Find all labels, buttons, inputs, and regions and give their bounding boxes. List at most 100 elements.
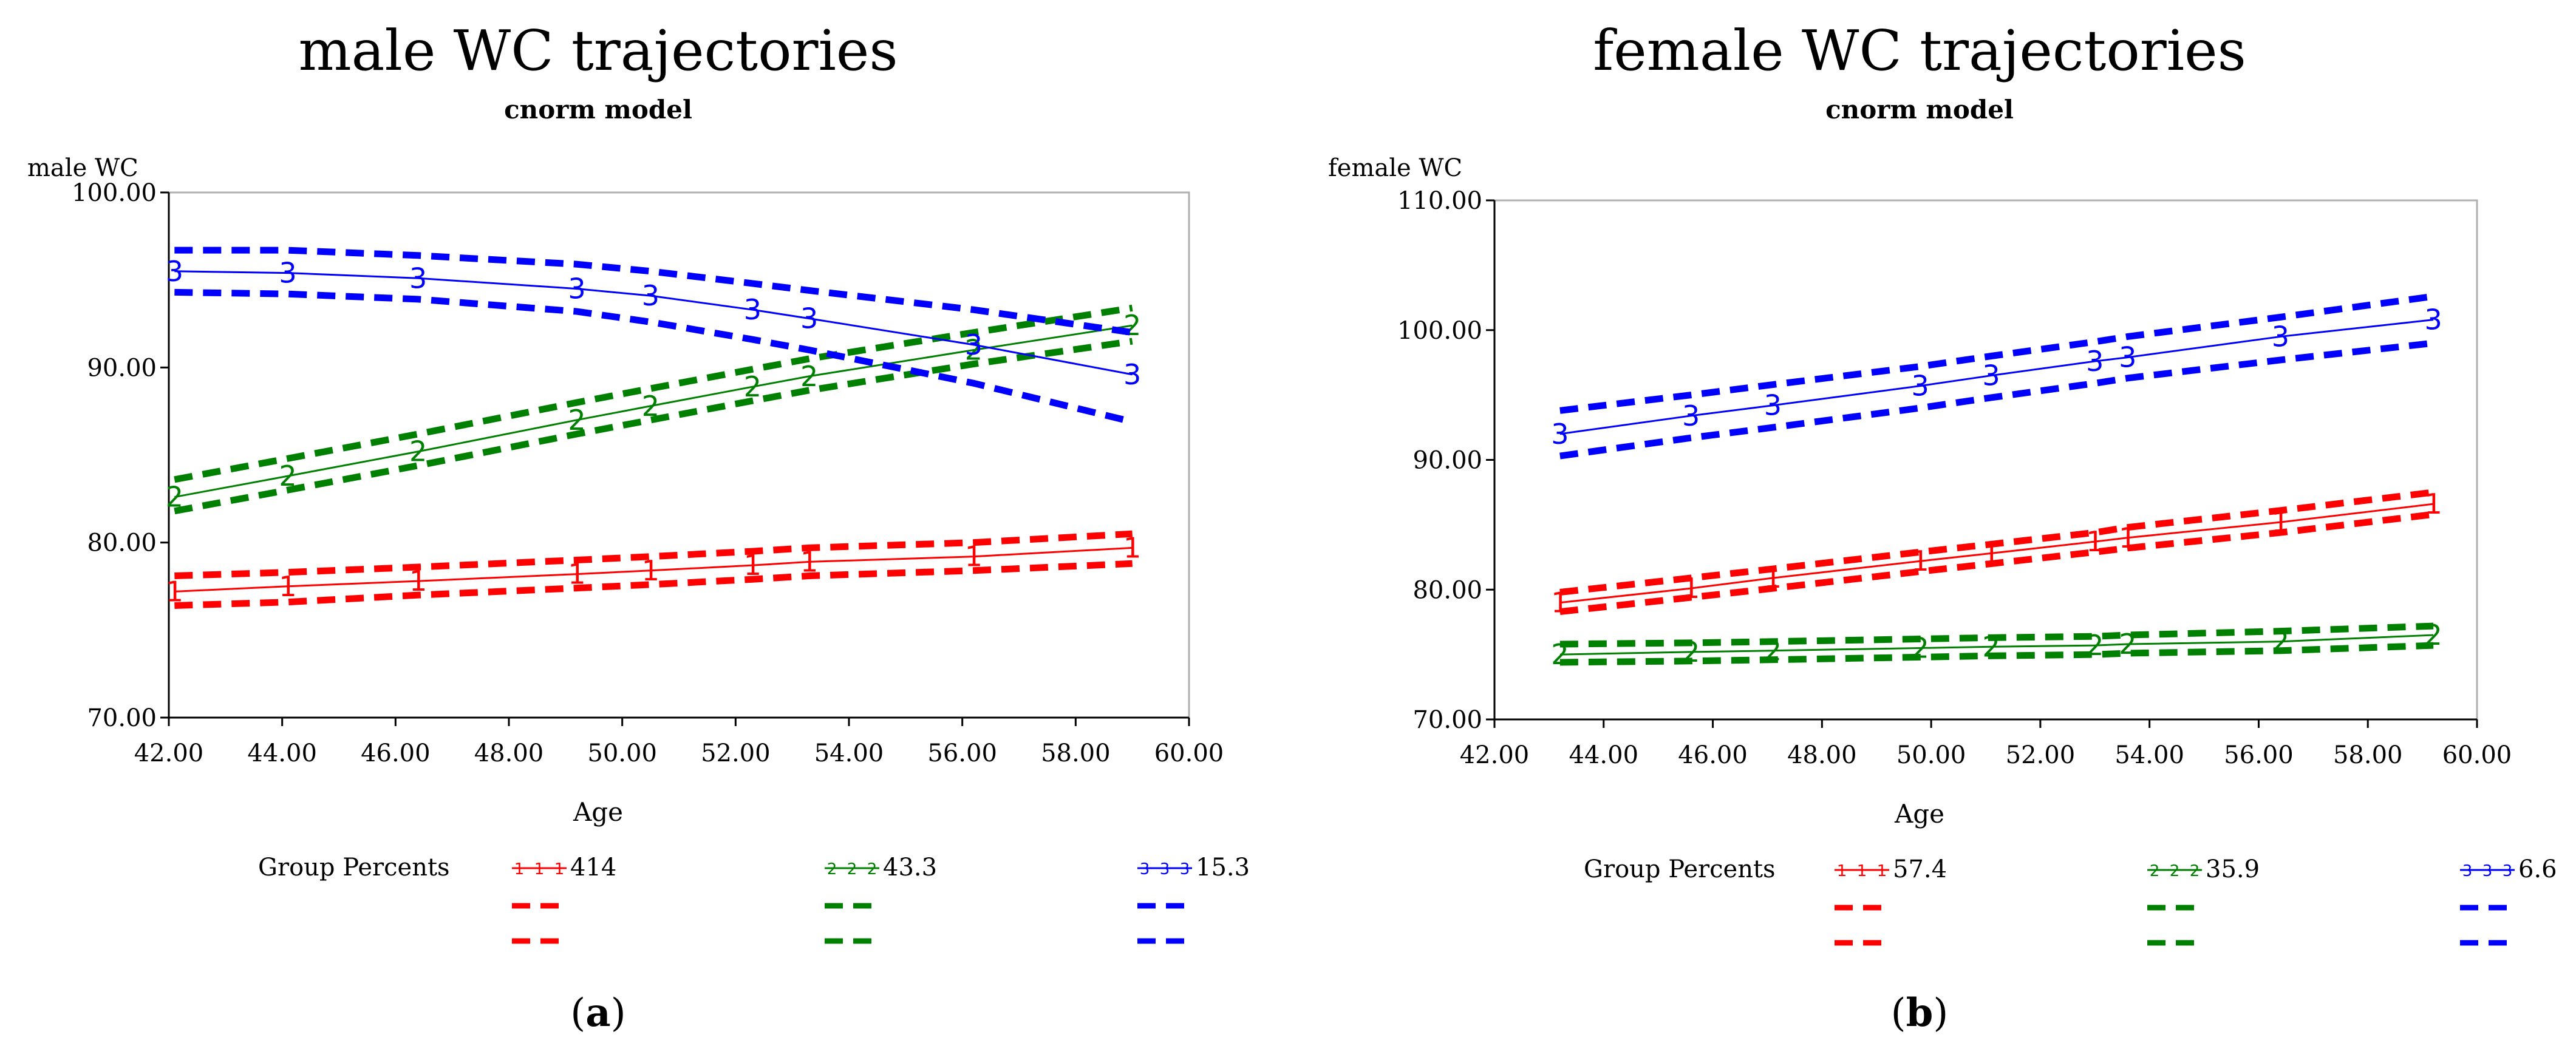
series-3-marker: 3: [409, 262, 427, 294]
legend-swatch-marker: 1: [534, 860, 545, 878]
series-2-lower-ci: [1559, 642, 2434, 666]
y-tick-label: 70.00: [1412, 706, 1482, 734]
series-1-marker: 1: [2272, 506, 2289, 538]
series-2-marker: 2: [2424, 619, 2442, 651]
legend-label: 414: [570, 854, 616, 882]
series-2-marker: 2: [166, 481, 183, 514]
series-2-upper-ci: [1559, 622, 2434, 648]
series-1-marker: 1: [1764, 562, 1782, 594]
panel-label-close: ): [1933, 991, 1948, 1036]
series-1-marker: 1: [642, 554, 659, 587]
legend-swatch-marker: 1: [554, 860, 565, 878]
series-3-line: [174, 270, 1133, 376]
series-1-marker: 1: [2424, 488, 2442, 520]
panel-label-open: (: [1891, 991, 1906, 1036]
legend-swatch-marker: 2: [827, 860, 837, 878]
legend-label: 57.4: [1893, 855, 1947, 883]
x-tick-label: 44.00: [247, 739, 317, 767]
x-tick-label: 46.00: [361, 739, 431, 767]
series-1-marker: 1: [1123, 531, 1141, 564]
y-tick-label: 70.00: [87, 704, 157, 732]
series-2-line: [174, 324, 1133, 498]
female-wc-chart: female WC trajectories cnorm model female …: [1328, 18, 2557, 1036]
series-3-marker: 3: [1682, 399, 1700, 432]
series-2-marker: 2: [965, 334, 983, 367]
series-2-lower-ci: [174, 338, 1133, 515]
series-1-marker: 1: [1551, 586, 1569, 619]
x-tick-label: 50.00: [587, 739, 657, 767]
legend-swatch-marker: 3: [2482, 862, 2493, 880]
series-1-marker: 1: [568, 558, 585, 591]
x-axis-label: Age: [1894, 799, 1944, 829]
x-axis-label: Age: [573, 797, 623, 827]
y-tick-label: 90.00: [87, 354, 157, 382]
legend-swatch-marker: 3: [1160, 860, 1170, 878]
x-tick-label: 54.00: [2114, 741, 2184, 769]
legend-swatch-marker: 2: [2170, 862, 2180, 880]
legend-swatch-marker: 2: [2190, 862, 2200, 880]
series-2-marker: 2: [279, 460, 296, 492]
series-1-marker: 1: [800, 545, 818, 578]
series-2-marker: 2: [642, 390, 659, 423]
series-2-marker: 2: [1123, 309, 1141, 342]
series-2-marker: 2: [1551, 638, 1569, 671]
panel-label-letter: a: [585, 990, 610, 1036]
series-1-marker: 1: [965, 540, 983, 573]
legend-swatch-marker: 3: [2462, 862, 2473, 880]
series-1-marker: 1: [1982, 537, 2000, 569]
legend-title: Group Percents: [1584, 855, 1776, 883]
series-2-marker: 2: [1982, 630, 2000, 663]
series-3-marker: 3: [1123, 358, 1141, 391]
y-tick-label: 80.00: [87, 529, 157, 557]
series-2-marker: 2: [2272, 625, 2289, 658]
panel-label-close: ): [611, 991, 626, 1036]
series-3-marker: 3: [965, 328, 983, 361]
series-3-marker: 3: [568, 273, 585, 305]
y-axis-label: male WC: [27, 154, 138, 182]
series-1-upper-ci: [174, 530, 1133, 579]
series-3-lower-ci: [174, 288, 1133, 426]
legend-swatch-marker: 3: [1180, 860, 1190, 878]
x-tick-label: 60.00: [1154, 739, 1224, 767]
series-3-upper-ci: [1559, 293, 2434, 414]
series-1-marker: 1: [279, 570, 296, 603]
legend-swatch-marker: 2: [2150, 862, 2160, 880]
series-1-marker: 1: [1911, 545, 1929, 577]
male-wc-chart: male WC trajectories cnorm model male WC 70…: [27, 18, 1250, 1036]
x-tick-label: 46.00: [1678, 741, 1748, 769]
series-1-line: [1559, 503, 2434, 604]
series-3-marker: 3: [2119, 341, 2136, 374]
legend-label: 6.6: [2518, 855, 2557, 883]
x-tick-label: 58.00: [1041, 739, 1111, 767]
series-2-marker: 2: [1764, 634, 1782, 667]
series-1-marker: 1: [409, 565, 427, 597]
x-tick-label: 56.00: [2224, 741, 2294, 769]
series-3-marker: 3: [1911, 370, 1929, 403]
legend-swatch-marker: 2: [847, 860, 857, 878]
chart-subtitle: cnorm model: [504, 95, 692, 124]
x-tick-label: 54.00: [814, 739, 884, 767]
series-3-marker: 3: [1551, 418, 1569, 450]
panel-label: (b): [1891, 990, 1949, 1036]
series-2-upper-ci: [174, 304, 1133, 483]
series-2-marker: 2: [800, 360, 818, 393]
x-tick-label: 48.00: [1787, 741, 1857, 769]
y-tick-label: 90.00: [1412, 447, 1482, 475]
series-3-marker: 3: [744, 293, 762, 326]
series-3-marker: 3: [800, 302, 818, 335]
series-2-marker: 2: [409, 435, 427, 468]
series-3-marker: 3: [642, 279, 659, 312]
y-tick-label: 100.00: [1397, 317, 1482, 345]
series-1-line: [174, 546, 1133, 593]
x-tick-label: 60.00: [2442, 741, 2512, 769]
chart-panel-b: female WC trajectories cnorm model female …: [1288, 0, 2576, 1060]
y-tick-label: 80.00: [1412, 576, 1482, 604]
series-3-marker: 3: [166, 255, 183, 288]
series-2-marker: 2: [1682, 636, 1700, 668]
series-1-marker: 1: [2119, 522, 2136, 554]
series-3-upper-ci: [174, 246, 1133, 336]
series-2-marker: 2: [568, 404, 585, 437]
series-3-lower-ci: [1559, 339, 2434, 460]
x-tick-label: 52.00: [701, 739, 771, 767]
series-1-marker: 1: [1682, 572, 1700, 605]
